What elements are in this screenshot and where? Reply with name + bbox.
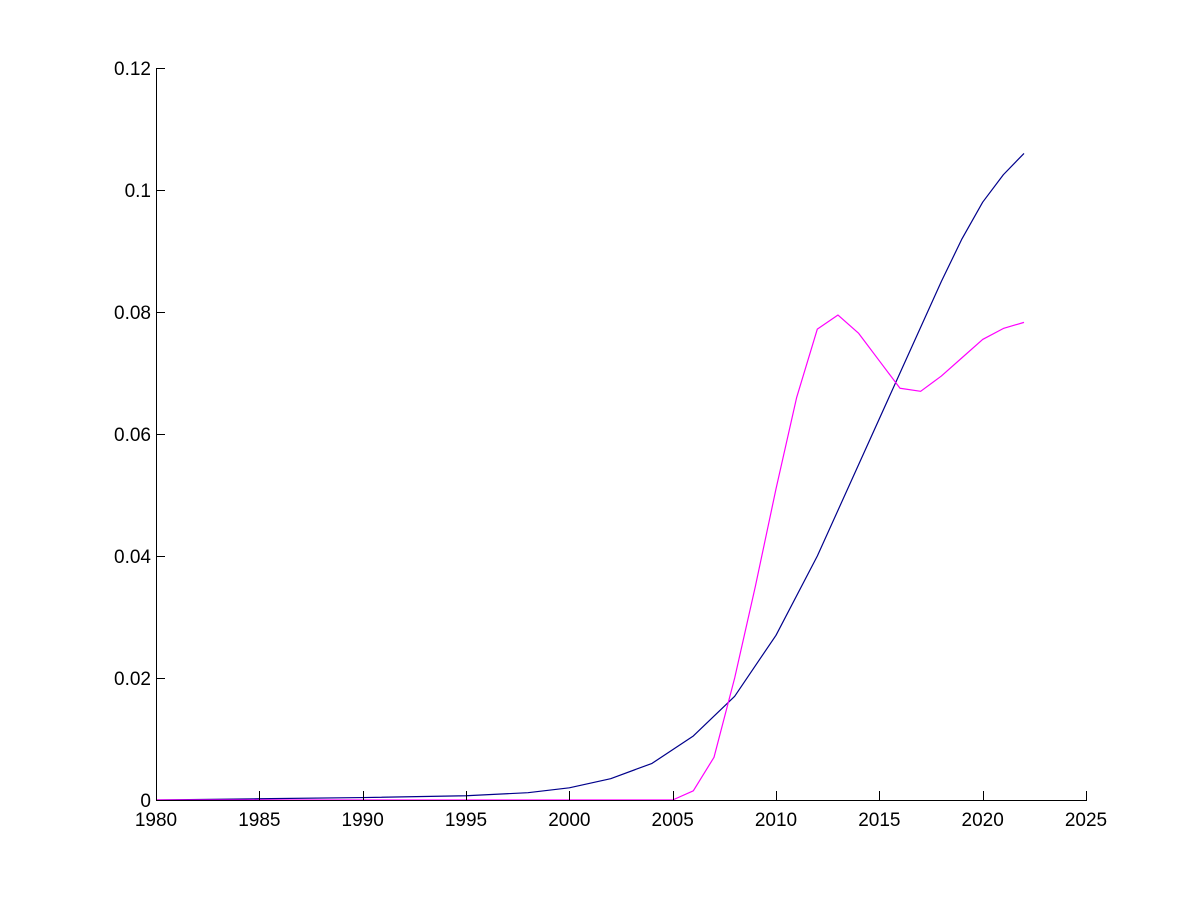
y-tick-label: 0.04 bbox=[114, 547, 151, 568]
y-tick-label: 0.08 bbox=[114, 303, 151, 324]
x-tick-label: 1985 bbox=[238, 810, 280, 831]
y-tick-layer: 0 0.02 0.04 0.06 0.08 0.1 0.12 bbox=[114, 59, 165, 812]
y-tick-label: 0 bbox=[140, 791, 151, 812]
x-tick-label: 1990 bbox=[342, 810, 384, 831]
x-tick-label: 2005 bbox=[652, 810, 694, 831]
y-tick-label: 0.06 bbox=[114, 425, 151, 446]
x-tick-label: 2025 bbox=[1065, 810, 1107, 831]
y-tick-label: 0.1 bbox=[125, 181, 151, 202]
x-tick-label: 1995 bbox=[445, 810, 487, 831]
x-tick-label: 2010 bbox=[755, 810, 797, 831]
x-tick-label: 2000 bbox=[548, 810, 590, 831]
x-tick-layer: 1980 1985 1990 1995 2000 2005 2010 2015 2020 2025 bbox=[135, 791, 1107, 831]
x-tick-label: 1980 bbox=[135, 810, 177, 831]
x-tick-label: 2020 bbox=[962, 810, 1004, 831]
series-line-2 bbox=[156, 314, 1025, 801]
y-tick-label: 0.12 bbox=[114, 59, 151, 80]
y-tick-label: 0.02 bbox=[114, 669, 151, 690]
x-tick-label: 2015 bbox=[858, 810, 900, 831]
